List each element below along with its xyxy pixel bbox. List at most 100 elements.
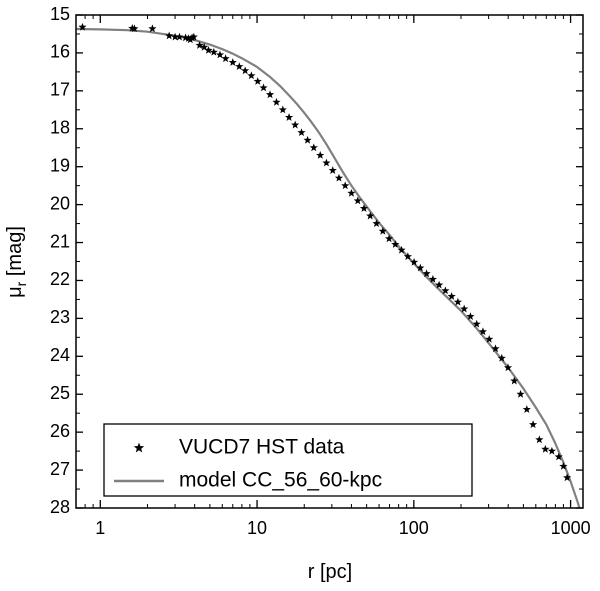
data-point-star (195, 41, 204, 49)
data-point-star (391, 240, 400, 248)
data-point-star (148, 24, 157, 33)
legend: VUCD7 HST data model CC_56_60-kpc (103, 423, 473, 497)
data-point-star (303, 135, 312, 144)
x-tick-label: 10 (247, 518, 267, 538)
data-point-star (466, 312, 475, 320)
data-point-star (554, 452, 563, 461)
data-point-star (435, 280, 444, 289)
data-point-star (309, 143, 318, 152)
y-axis-title-unit: [mag] (4, 226, 26, 282)
data-point-star (359, 204, 369, 212)
legend-star (133, 442, 145, 453)
legend-label-data: VUCD7 HST data (179, 436, 345, 459)
data-point-star (209, 47, 218, 56)
data-point-star (347, 188, 356, 197)
data-point-star (253, 77, 262, 85)
data-point-star (528, 420, 538, 429)
y-tick-label: 19 (50, 155, 70, 175)
data-point-star (516, 389, 525, 398)
axis-ticks: 15 16 17 18 19 20 21 22 23 24 25 26 27 28 1 10 100 1000 (50, 4, 591, 538)
data-point-star (78, 22, 87, 31)
data-point-star (403, 252, 412, 261)
data-point-star (189, 32, 198, 41)
y-tick-label: 28 (50, 497, 70, 517)
data-point-star (522, 405, 531, 413)
data-point-star (221, 54, 230, 63)
y-tick-label: 16 (50, 42, 70, 62)
data-point-star (366, 211, 375, 220)
legend-box (103, 423, 473, 497)
data-point-star (378, 226, 387, 235)
data-point-star (235, 62, 244, 71)
y-tick-label: 17 (50, 80, 70, 100)
y-tick-label: 18 (50, 118, 70, 138)
data-point-star (563, 473, 572, 482)
y-tick-label: 23 (50, 307, 70, 327)
data-point-star (272, 97, 281, 106)
data-point-star (547, 446, 556, 455)
data-point-star (184, 34, 193, 42)
data-point-star (259, 83, 268, 92)
y-tick-label: 20 (50, 193, 70, 213)
y-tick-label: 27 (50, 459, 70, 479)
data-point-star (204, 45, 213, 54)
data-point-star (353, 196, 362, 205)
y-tick-label: 15 (50, 4, 70, 24)
data-point-star (175, 32, 184, 41)
data-point-star (316, 151, 325, 159)
data-point-star (372, 219, 381, 228)
data-point-star (397, 245, 406, 254)
y-tick-label: 21 (50, 231, 70, 251)
data-point-star (228, 58, 237, 66)
data-point-star (278, 105, 287, 114)
data-point-star (247, 71, 256, 80)
x-axis-title: r [pc] (308, 561, 352, 583)
data-point-star (497, 353, 506, 362)
data-point-star (485, 334, 494, 343)
y-axis-title-subscript: r (13, 281, 29, 286)
data-point-star (341, 181, 350, 190)
series-layer (76, 22, 581, 508)
data-point-star (441, 286, 450, 295)
data-point-star (322, 158, 331, 167)
y-axis-title-symbol: μ (4, 286, 26, 298)
data-point-star (170, 32, 180, 41)
legend-star-marker (133, 442, 145, 453)
data-point-star (491, 344, 500, 353)
data-point-star (422, 269, 431, 278)
data-point-star (291, 120, 300, 129)
data-point-star (541, 444, 550, 453)
data-point-star (416, 263, 425, 272)
data-point-star (200, 42, 209, 51)
data-point-star (447, 292, 456, 300)
data-point-star (130, 24, 139, 33)
y-tick-label: 24 (50, 345, 70, 365)
data-point-star (503, 363, 513, 372)
x-tick-label: 100 (399, 518, 429, 538)
data-point-star (478, 327, 488, 336)
data-point-star (510, 376, 519, 385)
data-point-star (460, 304, 469, 313)
plot-frame (75, 14, 584, 509)
data-point-star (328, 166, 337, 174)
data-point-star (453, 297, 462, 306)
y-tick-label: 22 (50, 269, 70, 289)
x-tick-label: 1000 (551, 518, 591, 538)
data-point-star (428, 275, 437, 283)
data-point-star (265, 90, 275, 99)
data-point-star (535, 435, 544, 444)
data-point-star (384, 234, 394, 243)
y-axis-title: μr [mag] (4, 226, 29, 298)
data-point-star (472, 319, 481, 328)
data-point-star (297, 128, 306, 137)
data-point-star (165, 31, 174, 40)
data-point-star (334, 173, 344, 182)
data-point-star (215, 50, 225, 59)
data-point-star (410, 257, 419, 266)
data-point-star (241, 66, 250, 75)
y-tick-label: 25 (50, 383, 70, 403)
data-point-star (559, 461, 568, 470)
y-tick-label: 26 (50, 421, 70, 441)
x-tick-label: 1 (95, 518, 105, 538)
